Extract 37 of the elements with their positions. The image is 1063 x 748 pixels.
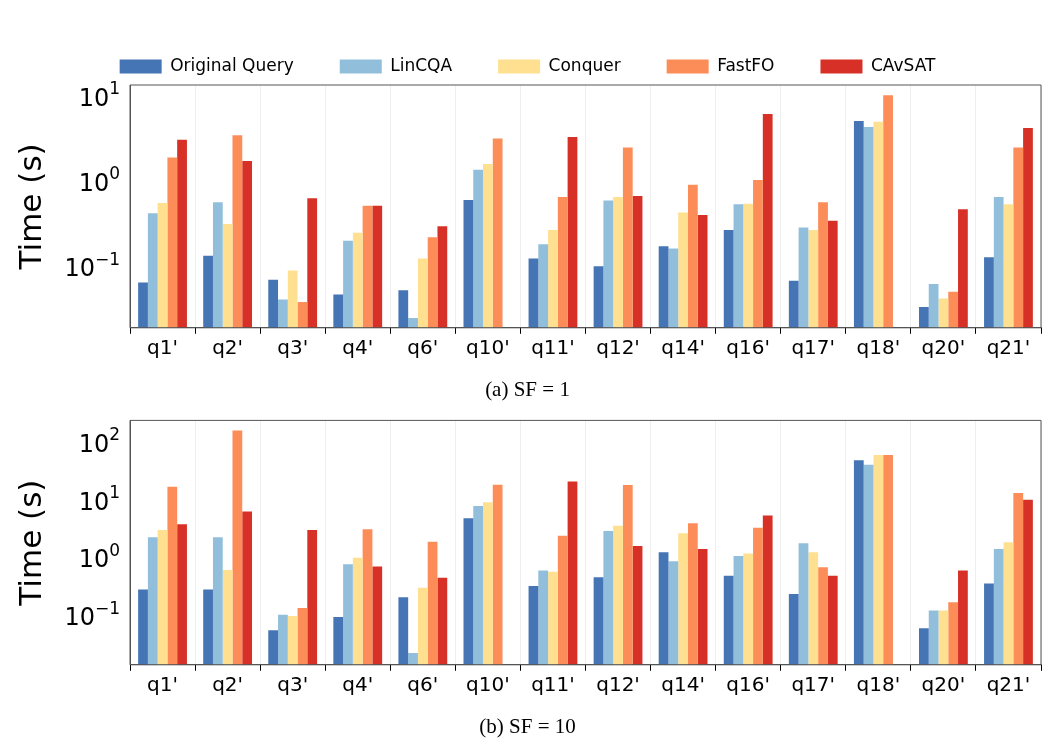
y-axis-title: Time (s) — [11, 143, 48, 271]
x-tick-label: q2' — [212, 672, 244, 696]
x-tick-label: q20' — [921, 335, 966, 359]
x-tick-label: q21' — [986, 672, 1031, 696]
x-tick-label: q12' — [596, 672, 640, 696]
x-tick-label: q21' — [986, 335, 1031, 359]
x-tick-label: q16' — [726, 335, 771, 359]
x-tick-label: q17' — [791, 672, 836, 696]
legend-label: CAvSAT — [870, 54, 936, 75]
x-tick-label: q3' — [277, 672, 309, 696]
x-tick-label: q6' — [407, 335, 439, 359]
x-tick-label: q3' — [277, 335, 309, 359]
text: (a) SF = 1 — [485, 376, 570, 401]
x-tick-label: q17' — [791, 335, 836, 359]
x-tick-label: q10' — [466, 672, 510, 696]
y-axis-title: Time (s) — [11, 479, 48, 607]
text: (b) SF = 10 — [479, 713, 576, 738]
x-tick-label: q1' — [147, 335, 178, 359]
x-tick-label: q6' — [407, 672, 439, 696]
x-tick-label: q4' — [342, 672, 374, 696]
x-tick-label: q11' — [531, 672, 575, 696]
legend-label: FastFO — [717, 54, 775, 75]
x-tick-label: q11' — [531, 335, 575, 359]
x-tick-label: q16' — [726, 672, 771, 696]
x-tick-label: q14' — [661, 335, 705, 359]
x-tick-label: q1' — [147, 672, 178, 696]
legend-label: Conquer — [548, 54, 621, 75]
x-tick-label: q14' — [661, 672, 705, 696]
x-tick-label: q10' — [466, 335, 510, 359]
legend-label: LinCQA — [390, 54, 453, 75]
x-tick-label: q20' — [921, 672, 966, 696]
legend-label: Original Query — [170, 54, 294, 75]
x-tick-label: q12' — [596, 335, 640, 359]
x-tick-label: q18' — [856, 335, 901, 359]
x-tick-label: q4' — [342, 335, 374, 359]
x-tick-label: q18' — [856, 672, 901, 696]
x-tick-label: q2' — [212, 335, 244, 359]
